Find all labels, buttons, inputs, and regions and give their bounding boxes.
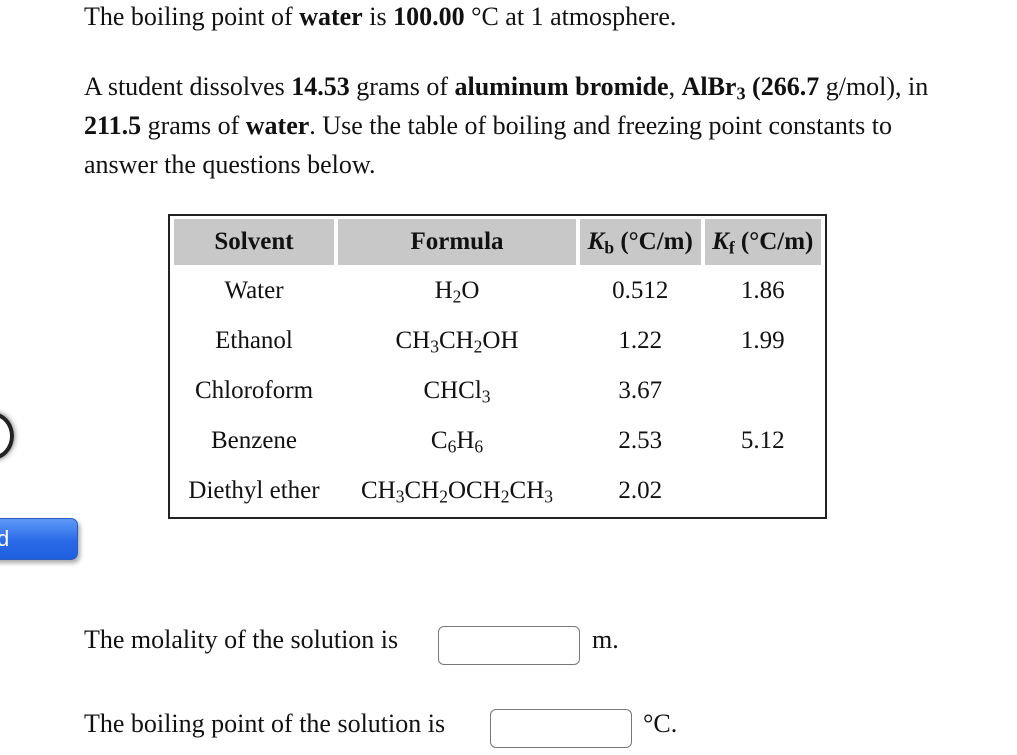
text: A student dissolves (84, 72, 292, 101)
table-row: Diethyl ether CH3CH2OCH2CH3 2.02 (174, 467, 821, 514)
text: g/mol), in (819, 72, 929, 101)
text: 100.00 (393, 2, 465, 31)
cell-formula: CH3CH2OCH2CH3 (338, 467, 576, 514)
cell-solvent: Benzene (210, 426, 298, 454)
header-kf: Kf (°C/m) (704, 219, 821, 265)
cell-formula: C6H6 (338, 417, 576, 464)
molality-label: The molality of the solution is (84, 625, 399, 654)
boiling-point-unit: °C. (643, 709, 678, 738)
text: grams of (349, 72, 455, 101)
cell-kf: 1.86 (740, 277, 785, 305)
text: The boiling point of (84, 2, 300, 31)
cell-formula: CH3CH2OH (338, 318, 576, 365)
problem-line-3: answer the questions below. (84, 150, 376, 179)
formula-part: H (456, 426, 475, 454)
cell-solvent: Diethyl ether (188, 476, 320, 504)
text: water (299, 2, 363, 31)
solute-mass: 14.53 (291, 72, 350, 101)
text: grams of (141, 111, 246, 140)
cell-solvent: Ethanol (215, 327, 293, 355)
text: , (668, 72, 682, 101)
subscript: b (604, 237, 615, 258)
intro-text: The boiling point of water is 100.00 °C … (84, 2, 676, 32)
cell-kb: 1.22 (618, 327, 663, 355)
cell-kf (705, 368, 822, 415)
subscript: 3 (395, 485, 405, 506)
boiling-point-input[interactable] (490, 709, 632, 748)
cell-formula: CHCl3 (338, 368, 576, 415)
boiling-point-label: The boiling point of the solution is (84, 709, 446, 738)
subscript: 6 (474, 436, 484, 457)
solvent-name: water (245, 111, 310, 140)
text: °C at 1 atmosphere. (464, 2, 677, 31)
cell-kb: 3.67 (618, 376, 663, 404)
problem-line-2: 211.5 grams of water. Use the table of b… (84, 111, 892, 141)
cell-formula: H2O (338, 268, 576, 315)
molality-unit: m. (592, 625, 619, 654)
compound-name: aluminum bromide (454, 72, 669, 101)
formula-part: CH (509, 476, 545, 504)
subscript: f (728, 237, 735, 258)
subscript: 2 (452, 286, 462, 307)
subscript: 2 (439, 485, 448, 506)
solvent-mass: 211.5 (84, 111, 142, 140)
cell-kf: 5.12 (740, 426, 785, 454)
molar-mass: (266.7 (745, 72, 820, 101)
table-row: Chloroform CHCl3 3.67 (174, 368, 821, 415)
text: K (587, 228, 605, 255)
text: . Use the table of boiling and freezing … (309, 111, 892, 140)
formula-part: CH (404, 476, 440, 504)
cell-solvent: Water (224, 277, 284, 305)
text: (°C/m) (734, 228, 814, 255)
table-row: Water H2O 0.512 1.86 (174, 268, 821, 315)
compound-formula: AlBr (681, 72, 737, 101)
cell-kb: 0.512 (612, 277, 669, 305)
cell-kf: 1.99 (740, 327, 785, 355)
problem-line-1: A student dissolves 14.53 grams of alumi… (84, 72, 929, 104)
subscript: 3 (481, 386, 491, 407)
text: (°C/m) (614, 228, 693, 255)
cell-kb: 2.53 (618, 426, 663, 454)
subscript: 6 (447, 436, 457, 457)
formula-part: CHCl (423, 376, 482, 404)
table-row: Benzene C6H6 2.53 5.12 (174, 417, 821, 464)
header-solvent: Solvent (174, 219, 334, 265)
text: is (362, 2, 394, 31)
side-button[interactable]: d (0, 518, 78, 560)
subscript: 3 (544, 485, 553, 506)
formula-part: OCH (447, 476, 501, 504)
circle-icon[interactable] (0, 412, 14, 460)
formula-part: OH (482, 327, 519, 355)
subscript: 3 (430, 336, 439, 357)
formula-part: O (461, 277, 480, 305)
constants-table: Solvent Formula Kb (°C/m) Kf (°C/m) Wate… (168, 214, 827, 519)
subscript: 2 (473, 336, 483, 357)
table-header-row: Solvent Formula Kb (°C/m) Kf (°C/m) (174, 219, 821, 265)
header-kb: Kb (°C/m) (580, 219, 701, 265)
cell-kf (705, 467, 822, 514)
formula-part: C (430, 426, 448, 454)
cell-kb: 2.02 (618, 476, 663, 504)
subscript: 2 (500, 485, 510, 506)
formula-part: CH (395, 327, 431, 355)
formula-part: CH (361, 476, 396, 504)
table-row: Ethanol CH3CH2OH 1.22 1.99 (174, 318, 821, 365)
formula-part: CH (438, 327, 474, 355)
molality-input[interactable] (438, 626, 580, 665)
formula-part: H (434, 277, 453, 305)
cell-solvent: Chloroform (194, 376, 314, 404)
subscript: 3 (736, 83, 746, 104)
text: K (712, 228, 729, 255)
header-formula: Formula (338, 219, 576, 265)
